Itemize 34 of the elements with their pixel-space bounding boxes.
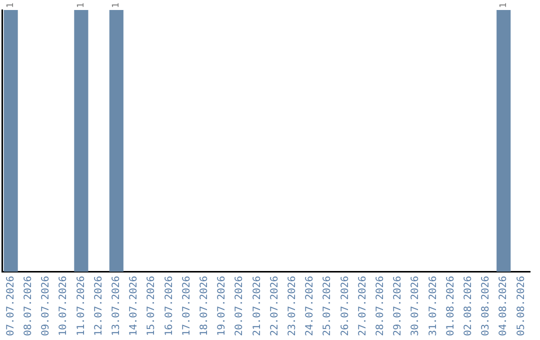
x-tick-label: 08.07.2026 xyxy=(22,276,34,336)
x-tick-label: 27.07.2026 xyxy=(357,276,368,336)
x-tick-label: 24.07.2026 xyxy=(304,276,316,336)
x-tick-label: 25.07.2026 xyxy=(322,276,334,336)
x-tick-label: 05.08.2026 xyxy=(516,276,527,336)
x-tick-label: 29.07.2026 xyxy=(392,276,404,336)
x-tick-label: 02.08.2026 xyxy=(462,276,474,336)
x-tick-label: 12.07.2026 xyxy=(93,276,104,336)
x-tick-label: 07.07.2026 xyxy=(5,276,16,336)
x-tick-label: 23.07.2026 xyxy=(286,276,298,336)
data-label: 1 xyxy=(6,2,16,8)
data-label: 1 xyxy=(112,2,122,8)
x-tick-label: 09.07.2026 xyxy=(40,276,52,336)
x-tick-label: 30.07.2026 xyxy=(410,276,422,336)
x-tick-label: 01.08.2026 xyxy=(445,276,456,336)
x-tick-label: 11.07.2026 xyxy=(76,276,87,336)
x-tick-label: 13.07.2026 xyxy=(110,276,122,336)
x-tick-label: 22.07.2026 xyxy=(269,276,280,336)
x-tick-label: 28.07.2026 xyxy=(374,276,386,336)
x-tick-label: 18.07.2026 xyxy=(198,276,210,336)
x-tick-label: 03.08.2026 xyxy=(480,276,492,336)
data-label: 1 xyxy=(498,2,509,8)
x-tick-label: 17.07.2026 xyxy=(181,276,192,336)
data-label: 1 xyxy=(76,2,87,8)
x-tick-label: 10.07.2026 xyxy=(58,276,70,336)
x-tick-label: 21.07.2026 xyxy=(252,276,263,336)
x-tick-label: 20.07.2026 xyxy=(234,276,246,336)
x-tick-label: 19.07.2026 xyxy=(216,276,228,336)
x-tick-label: 16.07.2026 xyxy=(164,276,175,336)
x-tick-label: 31.07.2026 xyxy=(428,276,439,336)
x-tick-label: 04.08.2026 xyxy=(498,276,510,336)
x-tick-label: 26.07.2026 xyxy=(340,276,351,336)
x-tick-label: 14.07.2026 xyxy=(128,276,140,336)
x-tick-label: 15.07.2026 xyxy=(146,276,158,336)
